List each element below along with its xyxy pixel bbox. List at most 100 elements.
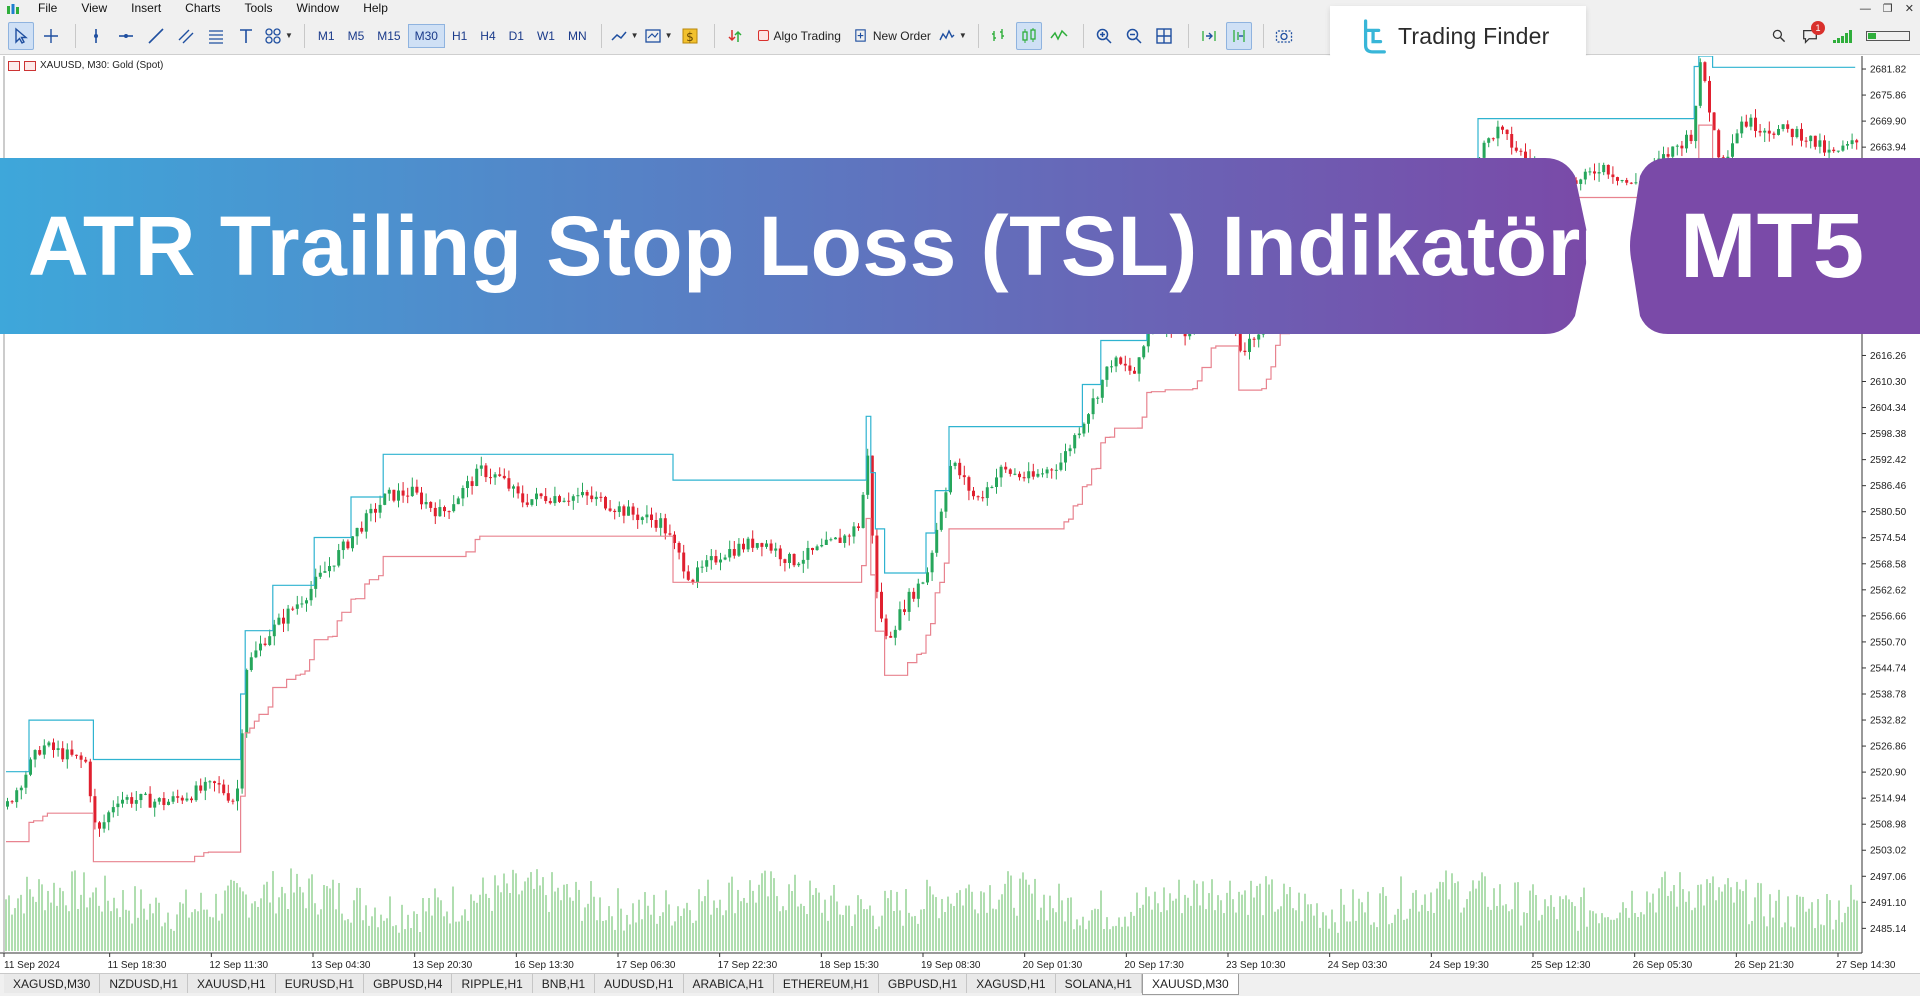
timeframe-mn[interactable]: MN <box>567 28 587 43</box>
candle-body <box>1004 466 1008 470</box>
chart-tab-xauusd-h1[interactable]: XAUUSD,H1 <box>188 974 276 993</box>
template-icon <box>644 28 661 43</box>
price-chart[interactable]: 2681.82 2675.86 2669.90 2663.94 2657.98 2652.… <box>0 56 1920 973</box>
timeframe-m5[interactable]: M5 <box>347 28 365 43</box>
price-tick-label: 2610.30 <box>1870 377 1907 388</box>
connection-speed-indicator <box>1866 31 1910 41</box>
candle-body <box>939 511 943 530</box>
chart-tab-audusd-h1[interactable]: AUDUSD,H1 <box>595 974 684 993</box>
crosshair-tool-button[interactable] <box>38 22 64 50</box>
candle-body <box>686 571 690 580</box>
candle-body <box>1501 126 1504 130</box>
close-icon[interactable]: ✕ <box>1904 3 1914 15</box>
search-icon[interactable] <box>1771 28 1787 44</box>
candle-body <box>1284 262 1288 265</box>
horizontal-line-button[interactable] <box>113 22 139 50</box>
menu-tools[interactable]: Tools <box>244 1 273 15</box>
chart-tab-arabica-h1[interactable]: ARABICA,H1 <box>683 974 774 993</box>
signals-button[interactable] <box>722 22 748 50</box>
candle-body <box>1735 133 1739 144</box>
menu-window[interactable]: Window <box>296 1 340 15</box>
chart-area[interactable]: 2681.82 2675.86 2669.90 2663.94 2657.98 2652.… <box>0 56 1920 973</box>
chart-tab-xagusd-h1[interactable]: XAGUSD,H1 <box>967 974 1056 993</box>
candle-body <box>116 803 120 808</box>
chart-type-button[interactable]: ▼ <box>609 22 639 50</box>
price-tick-label: 2622.22 <box>1870 325 1907 336</box>
chart-shift-button[interactable] <box>1225 21 1252 50</box>
chart-tab-nzdusd-h1[interactable]: NZDUSD,H1 <box>100 974 189 993</box>
candle-body <box>226 793 230 801</box>
fibonacci-button[interactable] <box>203 22 229 50</box>
vertical-line-button[interactable] <box>83 22 109 50</box>
candlestick-button[interactable] <box>1015 21 1042 50</box>
templates-button[interactable]: ▼ <box>643 22 673 50</box>
candle-body <box>1551 182 1555 185</box>
candle-body <box>788 553 791 563</box>
timeframe-m15[interactable]: M15 <box>377 28 401 43</box>
timeframe-h1[interactable]: H1 <box>451 28 468 43</box>
timeframe-m1[interactable]: M1 <box>317 28 335 43</box>
chart-tab-ripple-h1[interactable]: RIPPLE,H1 <box>452 974 533 993</box>
chart-tab-gbpusd-h1[interactable]: GBPUSD,H1 <box>878 974 968 993</box>
depth-icon[interactable] <box>24 60 36 71</box>
candle-body <box>1165 318 1169 329</box>
bar-chart-button[interactable] <box>986 22 1012 50</box>
notifications-button[interactable]: 1 <box>1801 21 1825 45</box>
channel-button[interactable] <box>173 22 199 50</box>
cursor-tool-button[interactable] <box>8 21 34 50</box>
candle-body <box>415 486 419 493</box>
indicators-button[interactable]: ▼ <box>937 22 967 50</box>
candle-body <box>916 583 920 599</box>
timeframe-w1[interactable]: W1 <box>536 28 555 43</box>
zoom-in-button[interactable] <box>1091 22 1117 50</box>
tile-windows-button[interactable] <box>1151 22 1177 50</box>
candle-body <box>668 533 672 535</box>
candle-body <box>56 748 60 750</box>
autoscroll-button[interactable] <box>1196 22 1222 50</box>
timeframe-d1[interactable]: D1 <box>508 28 524 43</box>
candle-body <box>1652 161 1656 170</box>
cursor-icon <box>15 26 28 44</box>
text-tool-button[interactable] <box>233 22 259 50</box>
price-tick-label: 2574.54 <box>1870 533 1907 544</box>
shapes-icon <box>265 27 281 44</box>
screenshot-button[interactable] <box>1271 22 1297 50</box>
line-chart-button[interactable] <box>1046 22 1072 50</box>
candle-body <box>903 609 906 612</box>
price-tick-label: 2634.14 <box>1870 273 1907 284</box>
chart-tab-solana-h1[interactable]: SOLANA,H1 <box>1055 974 1142 993</box>
minimize-icon[interactable]: — <box>1859 2 1871 15</box>
dollar-button[interactable]: $ <box>677 22 703 50</box>
timeframe-h4[interactable]: H4 <box>480 28 496 43</box>
chart-tab-xagusd-m30[interactable]: XAGUSD,M30 <box>4 974 101 993</box>
zoom-out-button[interactable] <box>1121 22 1147 50</box>
candle-body <box>1767 130 1771 134</box>
new-order-button[interactable]: New Order <box>847 22 937 50</box>
menu-file[interactable]: File <box>38 1 58 15</box>
chart-tab-eurusd-h1[interactable]: EURUSD,H1 <box>275 974 365 993</box>
chart-tabs: XAGUSD,M30 NZDUSD,H1 XAUUSD,H1 EURUSD,H1… <box>0 973 1920 996</box>
chart-tab-ethereum-h1[interactable]: ETHEREUM,H1 <box>773 974 879 993</box>
menu-view[interactable]: View <box>81 1 108 15</box>
menu-help[interactable]: Help <box>363 1 388 15</box>
candle-body <box>420 492 423 505</box>
candle-body <box>1533 165 1537 167</box>
trendline-button[interactable] <box>143 22 169 50</box>
candle-body <box>719 559 722 563</box>
shapes-button[interactable]: ▼ <box>263 22 293 50</box>
candle-body <box>1556 178 1560 185</box>
trade-panel-icon[interactable] <box>8 60 20 71</box>
algo-trading-icon <box>757 30 769 41</box>
menu-charts[interactable]: Charts <box>185 1 221 15</box>
timeframe-m30[interactable]: M30 <box>407 23 445 48</box>
menu-insert[interactable]: Insert <box>131 1 162 15</box>
candle-body <box>801 559 805 564</box>
candle-body <box>1303 276 1307 279</box>
algo-trading-button[interactable]: Algo Trading <box>752 22 847 50</box>
restore-icon[interactable]: ❐ <box>1882 3 1893 15</box>
chart-tab-gbpusd-h4[interactable]: GBPUSD,H4 <box>364 974 453 993</box>
chart-tab-bnb-h1[interactable]: BNB,H1 <box>532 974 596 993</box>
chart-tab-xauusd-m30[interactable]: XAUUSD,M30 <box>1141 974 1239 995</box>
channel-icon <box>178 29 194 43</box>
candle-body <box>1133 370 1136 374</box>
